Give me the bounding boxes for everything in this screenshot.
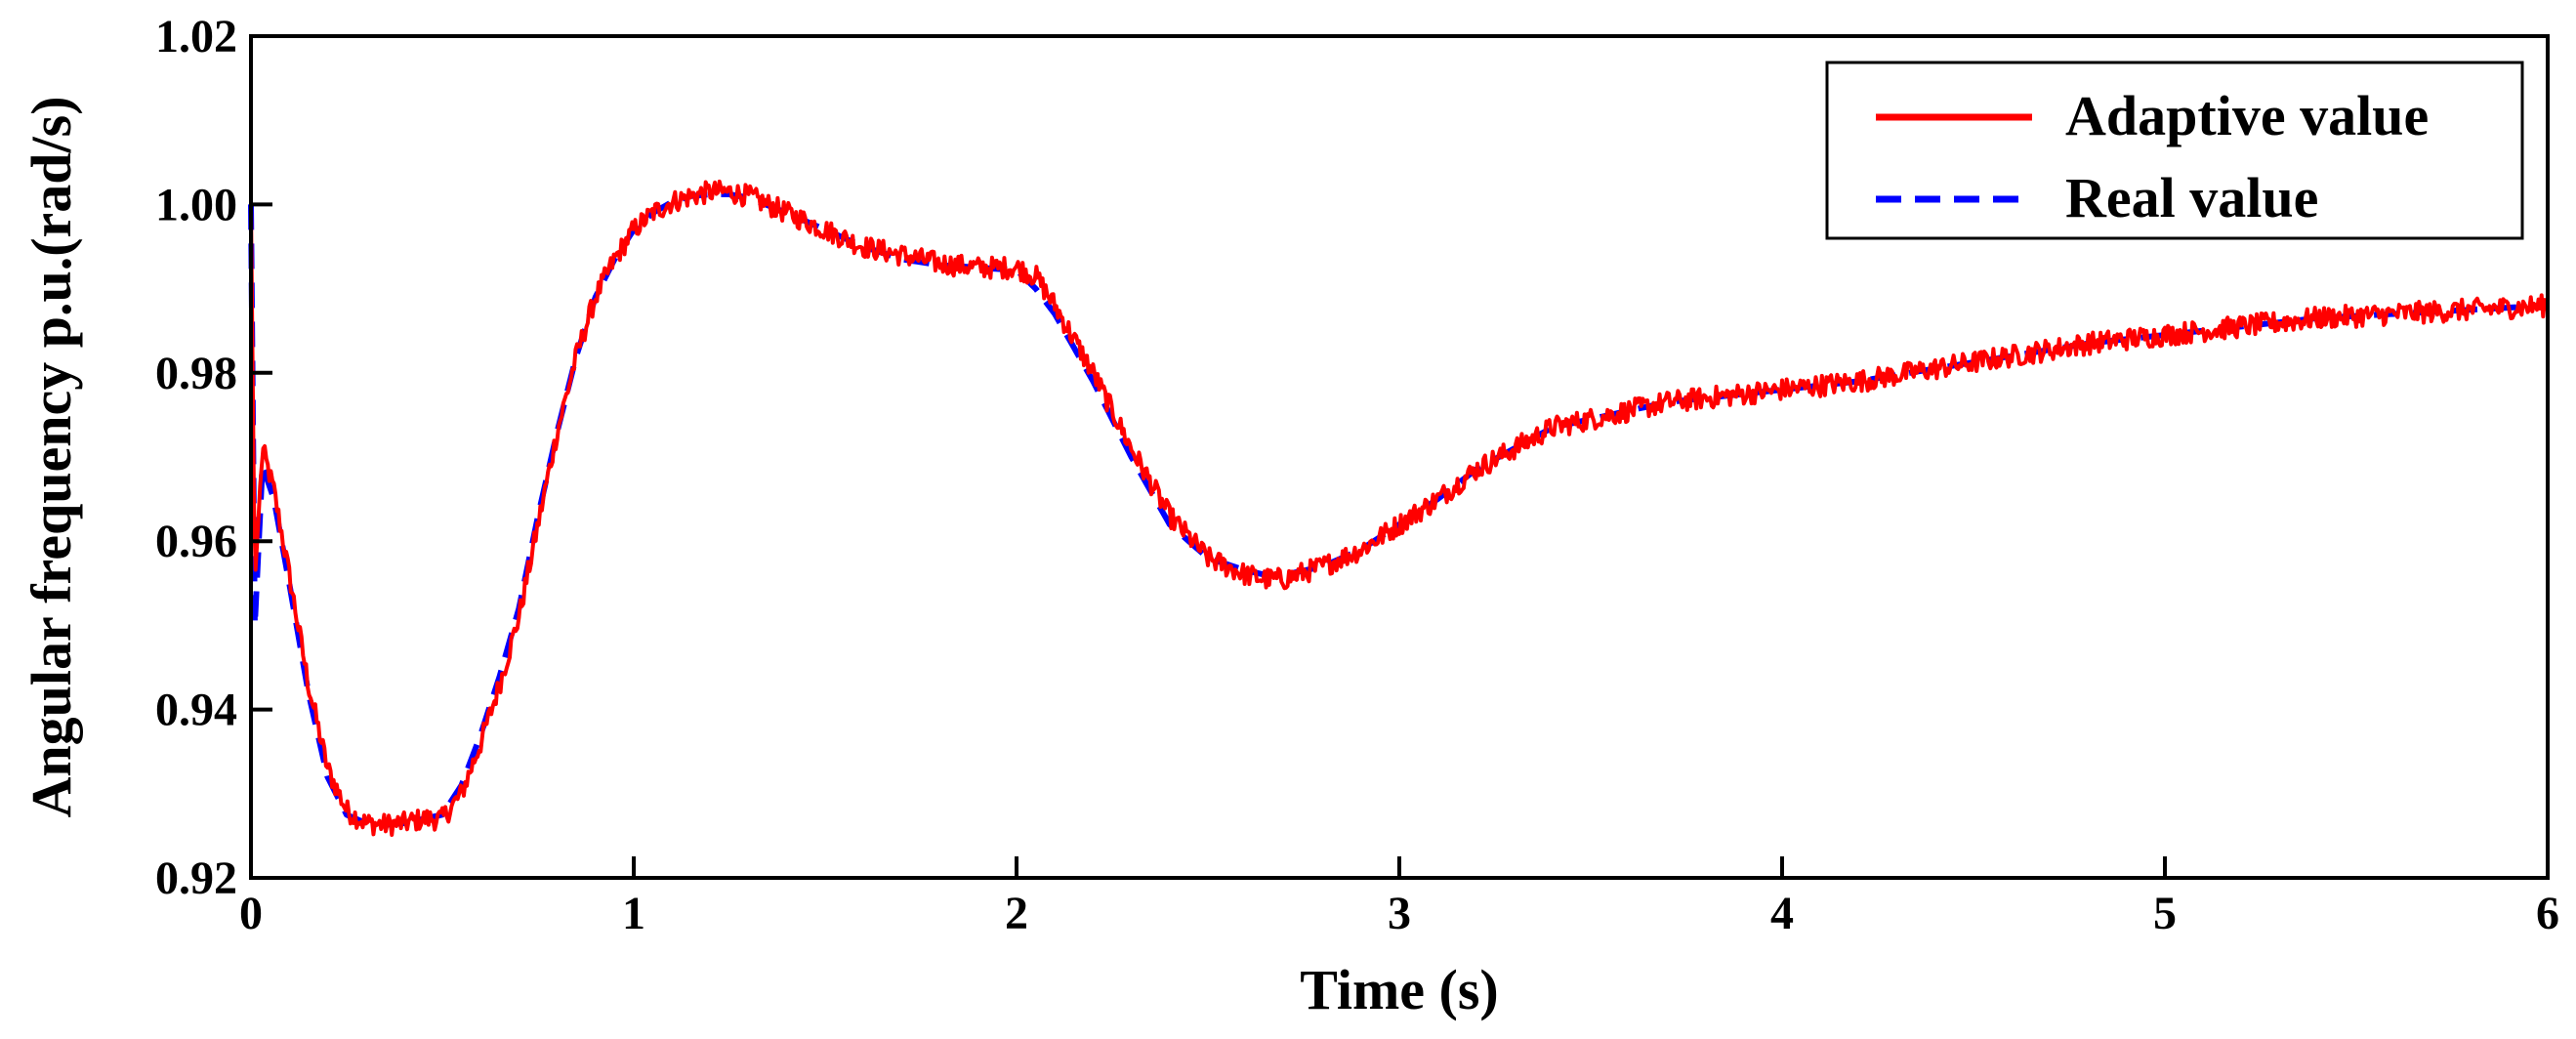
y-tick-label: 0.92 xyxy=(155,852,237,904)
y-tick-label: 0.96 xyxy=(155,516,237,567)
x-tick-label: 1 xyxy=(622,888,645,939)
x-tick-label: 6 xyxy=(2536,888,2559,939)
y-tick-label: 0.98 xyxy=(155,348,237,399)
y-tick-label: 1.00 xyxy=(155,179,237,230)
series-layer xyxy=(248,179,2550,837)
y-axis-ticks: 0.92 0.94 0.96 0.98 1.00 1.02 xyxy=(155,11,272,904)
legend-label-adaptive: Adaptive value xyxy=(2065,84,2429,147)
legend: Adaptive value Real value xyxy=(1825,61,2524,240)
x-axis-ticks: 0 1 2 3 4 5 6 xyxy=(239,856,2559,939)
series-line-adaptive-value xyxy=(249,179,2550,837)
x-tick-label: 4 xyxy=(1770,888,1794,939)
x-axis-title: Time (s) xyxy=(1300,958,1499,1021)
x-tick-label: 5 xyxy=(2153,888,2177,939)
x-tick-label: 2 xyxy=(1005,888,1028,939)
legend-box xyxy=(1825,61,2524,240)
legend-label-real: Real value xyxy=(2065,166,2318,229)
x-tick-label: 0 xyxy=(239,888,263,939)
y-tick-label: 0.94 xyxy=(155,685,237,736)
y-axis-title: Angular frequency p.u.(rad/s) xyxy=(20,96,83,817)
y-tick-label: 1.02 xyxy=(155,11,237,62)
x-tick-label: 3 xyxy=(1388,888,1411,939)
